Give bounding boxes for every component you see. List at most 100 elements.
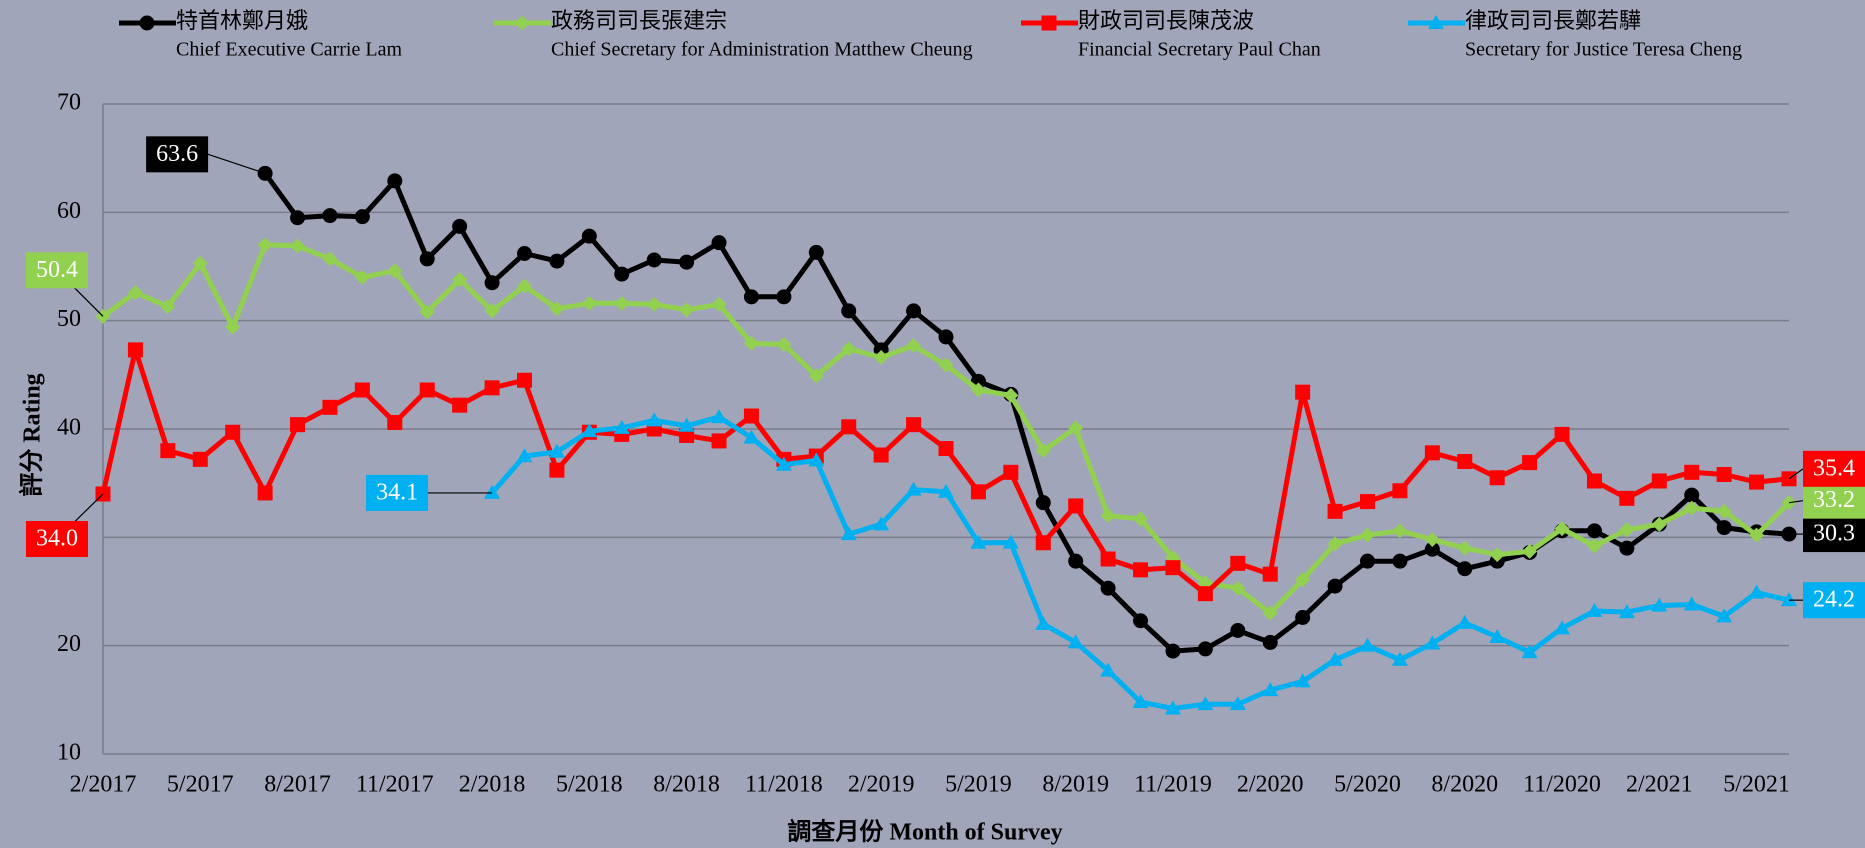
marker [1229,696,1246,711]
legend-label-en: Chief Secretary for Administration Matth… [551,39,973,61]
marker [1197,641,1213,657]
marker [1164,700,1181,715]
marker [873,350,889,365]
marker [1100,580,1116,596]
marker [614,266,630,282]
marker [1197,696,1214,711]
marker [1295,610,1311,625]
y-tick-label: 40 [57,415,81,441]
marker [257,237,273,253]
marker [387,415,403,430]
value-label: 33.2 [1813,487,1855,513]
marker [516,448,533,463]
marker [1716,608,1733,623]
value-label-box [26,521,88,557]
value-label: 35.4 [1813,455,1855,481]
marker [775,456,792,471]
marker [1586,603,1603,617]
marker [1457,561,1473,577]
marker [938,357,954,373]
marker [1360,553,1375,569]
marker [139,15,155,31]
marker [1165,560,1181,576]
marker [1230,580,1246,596]
x-tick-label: 2/2018 [459,772,526,798]
legend-label-en: Financial Secretary Paul Chan [1078,39,1321,61]
marker [1716,467,1732,482]
marker [549,462,565,478]
x-tick-label: 2/2020 [1237,772,1304,798]
marker [452,397,468,413]
marker [225,424,241,440]
marker [1651,473,1667,489]
marker [581,423,598,438]
x-tick-label: 2/2019 [848,772,915,798]
marker [970,534,987,549]
marker [1392,553,1408,569]
marker [1456,614,1473,629]
marker [1424,532,1440,547]
marker [808,452,825,467]
marker [711,235,727,251]
x-tick-label: 5/2018 [556,772,623,798]
marker [160,299,176,315]
marker [743,408,759,424]
marker [1230,623,1246,638]
marker [970,484,986,500]
marker [419,304,435,320]
y-tick-label: 60 [57,198,81,224]
value-label: 34.0 [36,526,78,552]
value-label-box [1803,450,1865,487]
marker [322,208,338,224]
x-tick-label: 5/2021 [1723,772,1790,798]
marker [514,15,530,31]
marker [1327,536,1343,552]
marker [225,319,241,335]
marker [1586,538,1602,554]
marker [1749,474,1765,490]
leader-line [1788,468,1804,480]
leader-line [207,153,266,174]
value-label-box [26,252,88,289]
x-tick-label: 5/2019 [945,772,1012,798]
marker [1716,503,1732,519]
marker [1067,634,1084,649]
marker [1035,616,1052,630]
marker [906,338,922,354]
marker [938,441,954,456]
marker [419,382,435,398]
marker [841,303,857,319]
marker [257,485,273,501]
x-axis-title: 調查月份 Month of Survey [787,818,1062,846]
legend-label-en: Chief Executive Carrie Lam [176,39,402,61]
x-tick-label: 8/2017 [264,772,331,798]
leader-line [1788,500,1804,504]
marker [1428,15,1444,29]
marker [1749,527,1765,543]
marker [517,372,532,388]
marker [1684,487,1700,503]
marker [1068,553,1084,569]
value-label-box [1803,582,1865,619]
x-tick-label: 8/2020 [1431,772,1498,798]
marker [711,433,727,449]
marker [679,302,695,318]
marker [711,296,727,312]
marker [1359,637,1376,652]
marker [1002,534,1019,549]
marker [290,210,306,226]
x-tick-label: 5/2017 [167,772,234,798]
marker [354,382,370,398]
marker [1522,543,1538,559]
marker [1683,596,1700,611]
marker [160,443,176,459]
marker [484,275,500,291]
value-label-box [1803,482,1865,519]
legend-label: 財政司司長陳茂波 [1078,8,1254,33]
marker [1619,540,1635,556]
marker [1489,547,1505,563]
marker [1457,540,1473,556]
marker [322,251,338,267]
legend-label: 政務司司長張建宗 [551,8,727,33]
marker [1327,578,1343,594]
